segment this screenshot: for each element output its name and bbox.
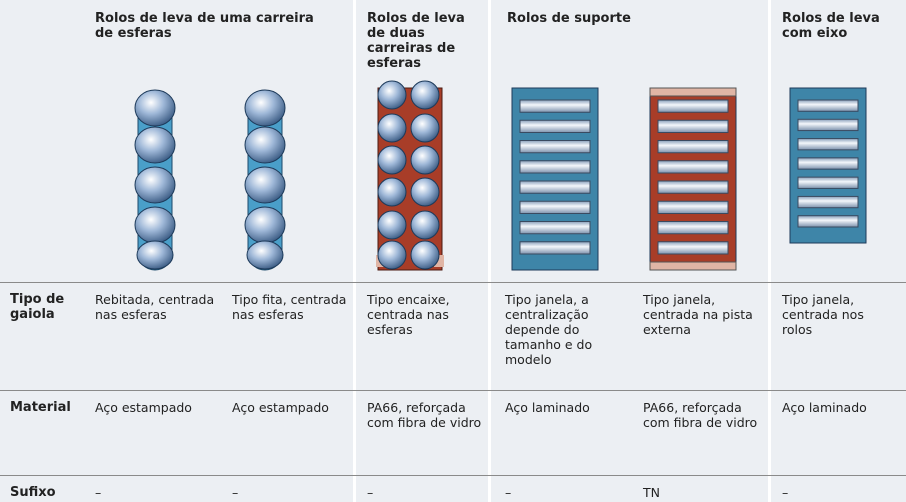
drawing — [244, 166, 286, 204]
drawing — [519, 200, 591, 214]
drawing — [410, 240, 440, 270]
drawing — [377, 210, 407, 240]
cell-text: – — [232, 485, 239, 500]
drawing — [797, 195, 859, 209]
drawing — [134, 126, 176, 164]
drawing — [511, 87, 599, 271]
cell-text: Tipo janela, a centralização depende do … — [505, 292, 593, 367]
cell-text: TN — [643, 485, 660, 500]
column-header: Rolos de leva com eixo — [782, 11, 880, 41]
cell-text: Rebitada, centrada nas esferas — [95, 292, 215, 322]
illustrations — [134, 80, 867, 271]
drawing — [519, 241, 591, 255]
drawing — [246, 240, 284, 270]
drawing — [377, 145, 407, 175]
drawing — [136, 240, 174, 270]
drawing — [657, 99, 729, 113]
column-header: Rolos de suporte — [507, 11, 631, 26]
cell-text: Tipo encaixe, centrada nas esferas — [367, 292, 450, 337]
drawing — [519, 140, 591, 154]
drawing — [377, 240, 407, 270]
drawing — [797, 138, 859, 151]
row-separator — [0, 390, 906, 391]
drawing — [377, 80, 407, 110]
column-separator — [353, 0, 356, 502]
drawing — [410, 145, 440, 175]
drawing — [649, 261, 737, 271]
drawing — [410, 113, 440, 143]
drawing — [434, 255, 444, 267]
drawing — [244, 206, 286, 244]
row-separator — [0, 282, 906, 283]
drawing — [519, 99, 591, 113]
cell-text: – — [505, 485, 512, 500]
drawing — [797, 157, 859, 170]
drawing — [244, 89, 286, 127]
drawing — [657, 180, 729, 194]
row-label: Sufixo — [10, 485, 56, 500]
drawing — [410, 177, 440, 207]
cell-text: Aço laminado — [505, 400, 590, 415]
drawing — [657, 221, 729, 235]
drawing — [410, 210, 440, 240]
drawing — [519, 160, 591, 174]
cell-text: Tipo fita, centrada nas esferas — [232, 292, 347, 322]
drawing — [410, 80, 440, 110]
drawing — [657, 160, 729, 174]
drawing — [657, 140, 729, 154]
drawing — [519, 221, 591, 235]
column-separator — [768, 0, 771, 502]
drawing — [797, 118, 859, 132]
drawing — [134, 206, 176, 244]
drawing — [519, 119, 591, 133]
row-label: Material — [10, 400, 71, 415]
cell-text: Aço laminado — [782, 400, 867, 415]
drawing — [797, 176, 859, 189]
cell-text: PA66, reforçada com fibra de vidro — [643, 400, 758, 430]
cell-text: Tipo janela, centrada nos rolos — [782, 292, 864, 337]
drawing — [657, 119, 729, 133]
drawing — [797, 215, 859, 228]
column-header: Rolos de leva de uma carreira de esferas — [95, 11, 314, 41]
row-label: Tipo de gaiola — [10, 292, 65, 322]
column-separator — [488, 0, 491, 502]
drawing — [649, 87, 737, 97]
drawing — [797, 99, 859, 112]
drawing — [657, 200, 729, 214]
cell-text: Tipo janela, centrada na pista externa — [643, 292, 753, 337]
cell-text: – — [95, 485, 102, 500]
cell-text: – — [782, 485, 789, 500]
drawing — [377, 177, 407, 207]
cell-text: Aço estampado — [95, 400, 192, 415]
drawing — [519, 180, 591, 194]
cell-text: Aço estampado — [232, 400, 329, 415]
drawing — [134, 166, 176, 204]
drawing — [649, 87, 737, 271]
row-separator — [0, 475, 906, 476]
drawing — [244, 126, 286, 164]
drawing — [377, 113, 407, 143]
drawing — [134, 89, 176, 127]
cell-text: PA66, reforçada com fibra de vidro — [367, 400, 482, 430]
cell-text: – — [367, 485, 374, 500]
drawing — [657, 241, 729, 255]
column-header: Rolos de leva de duas carreiras de esfer… — [367, 11, 465, 71]
